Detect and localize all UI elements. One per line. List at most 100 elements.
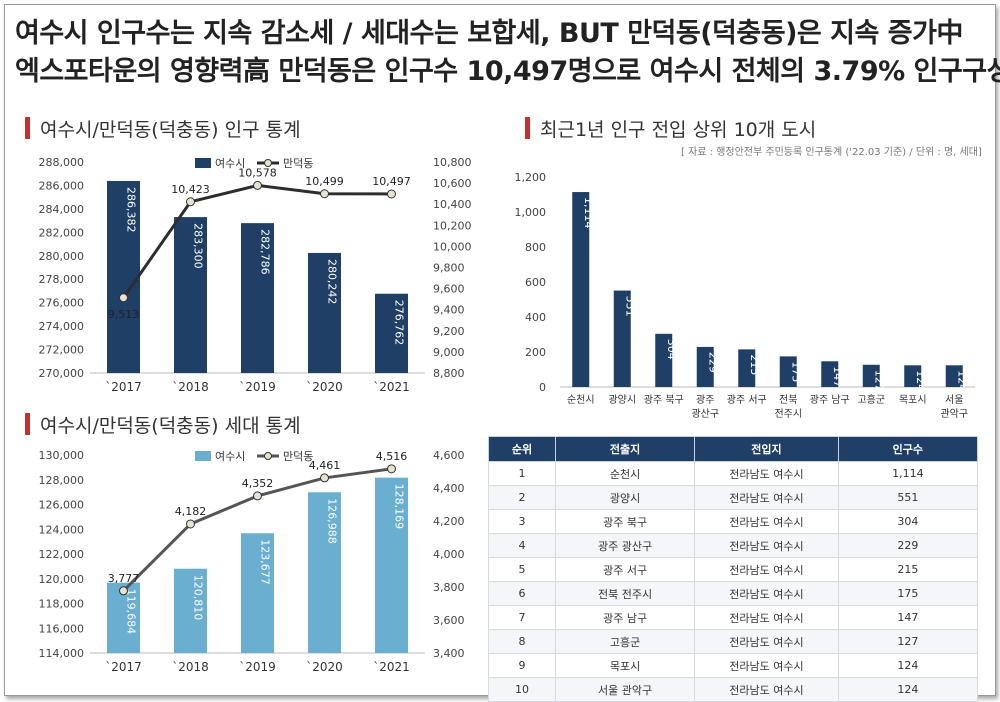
table-cell: 124 <box>837 653 979 678</box>
x-tick-label: 광주 <box>696 394 714 406</box>
column-header: 인구수 <box>837 436 979 462</box>
table-cell: 전라남도 여수시 <box>694 509 839 534</box>
y2-tick-label: 8,800 <box>433 367 465 380</box>
y-tick-label: 118,000 <box>39 598 85 611</box>
bar-value-label: 286,382 <box>125 187 138 233</box>
bar <box>308 492 341 653</box>
y2-tick-label: 9,600 <box>433 283 465 296</box>
legend-bar-label: 여수시 <box>215 157 245 170</box>
bar <box>308 252 341 373</box>
bar-value-label: 551 <box>623 296 636 317</box>
line-value-label: 4,461 <box>309 459 341 472</box>
legend-line-marker <box>264 452 272 460</box>
y-tick-label: 400 <box>525 311 546 324</box>
table-row: 8 고흥군 전라남도 여수시 127 <box>488 629 979 654</box>
y2-tick-label: 9,000 <box>433 346 465 359</box>
table-cell: 3 <box>488 509 556 534</box>
y-tick-label: 276,000 <box>39 297 85 310</box>
section-marker-icon <box>25 413 30 435</box>
x-tick-label: 관악구 <box>940 408 968 420</box>
table-cell: 8 <box>488 629 556 654</box>
line-value-label: 4,182 <box>175 505 207 518</box>
y-tick-label: 0 <box>539 381 546 394</box>
bar <box>613 290 631 387</box>
table-cell: 4 <box>488 533 556 558</box>
line-value-label: 10,499 <box>305 175 344 188</box>
table-row: 3 광주 북구 전라남도 여수시 304 <box>488 509 979 534</box>
bar-value-label: 304 <box>665 339 678 360</box>
y2-tick-label: 10,200 <box>433 219 472 232</box>
bar <box>655 333 673 387</box>
bar-value-label: 120,810 <box>192 575 205 621</box>
table-cell: 전라남도 여수시 <box>694 557 839 582</box>
table-cell: 순천시 <box>554 461 696 486</box>
table-row: 1 순천시 전라남도 여수시 1,114 <box>488 461 979 486</box>
section-marker-icon <box>25 117 30 139</box>
table-cell: 6 <box>488 581 556 606</box>
line-point <box>320 473 329 483</box>
migration-chart: 0 200 400 600 800 1,000 1,200 1,114 순천시 551 광양시 304… <box>515 171 975 420</box>
y-tick-label: 130,000 <box>39 449 85 462</box>
y2-tick-label: 4,200 <box>433 515 465 528</box>
table-cell: 1,114 <box>837 461 979 486</box>
bar <box>107 180 140 373</box>
y-tick-label: 200 <box>525 346 546 359</box>
bar-value-label: 282,786 <box>259 229 272 275</box>
table-cell: 175 <box>837 581 979 606</box>
line-value-label: 4,516 <box>376 450 408 463</box>
bar <box>696 346 714 387</box>
table-cell: 광주 서구 <box>554 557 696 582</box>
population-chart: 270,000 272,000 274,000 276,000 278,000 280,0… <box>39 156 472 394</box>
y-tick-label: 124,000 <box>39 523 85 536</box>
y2-tick-label: 3,400 <box>433 647 465 660</box>
table-cell: 9 <box>488 653 556 678</box>
x-tick-label: 순천시 <box>567 394 595 406</box>
bar <box>779 356 797 387</box>
line-value-label: 3,777 <box>108 572 140 585</box>
y-tick-label: 272,000 <box>39 344 85 357</box>
x-tick-label: `2017 <box>105 380 142 394</box>
table-cell: 목포시 <box>554 653 696 678</box>
y-tick-label: 116,000 <box>39 622 85 635</box>
table-cell: 7 <box>488 605 556 630</box>
line-value-label: 9,513 <box>108 308 140 321</box>
column-header: 순위 <box>488 436 556 462</box>
bar <box>862 364 880 387</box>
table-row: 2 광양시 전라남도 여수시 551 <box>488 485 979 510</box>
table-cell: 서울 관악구 <box>554 677 696 702</box>
table-row: 6 전북 전주시 전라남도 여수시 175 <box>488 581 979 606</box>
y2-tick-label: 9,400 <box>433 304 465 317</box>
y-tick-label: 282,000 <box>39 226 85 239</box>
table-cell: 551 <box>837 485 979 510</box>
line-point <box>253 491 262 501</box>
bar-value-label: 215 <box>748 354 761 375</box>
bar-value-label: 126,988 <box>326 498 339 544</box>
x-tick-label: 광산구 <box>691 408 719 420</box>
y-tick-label: 284,000 <box>39 203 85 216</box>
migration-source-note: [ 자료 : 행정안전부 주민등록 인구통계 ('22.03 기준) / 단위 … <box>681 147 982 158</box>
y-tick-label: 1,000 <box>515 206 547 219</box>
x-tick-label: 광주 서구 <box>727 394 767 406</box>
y2-tick-label: 4,000 <box>433 548 465 561</box>
x-tick-label: `2021 <box>373 660 410 674</box>
bar-value-label: 124 <box>914 370 927 391</box>
bar-value-label: 276,762 <box>393 300 406 346</box>
x-tick-label: 서울 <box>945 394 963 406</box>
table-cell: 1 <box>488 461 556 486</box>
y-tick-label: 274,000 <box>39 320 85 333</box>
y-tick-label: 114,000 <box>39 647 85 660</box>
table-cell: 전라남도 여수시 <box>694 629 839 654</box>
bar <box>375 477 408 653</box>
table-cell: 광주 광산구 <box>554 533 696 558</box>
line-point <box>387 189 396 199</box>
y-tick-label: 126,000 <box>39 499 85 512</box>
table-cell: 전라남도 여수시 <box>694 581 839 606</box>
line-point <box>119 293 128 303</box>
y2-tick-label: 9,200 <box>433 325 465 338</box>
table-row: 5 광주 서구 전라남도 여수시 215 <box>488 557 979 582</box>
bar <box>174 568 207 653</box>
table-cell: 147 <box>837 605 979 630</box>
line-point <box>186 519 195 529</box>
y2-tick-label: 10,400 <box>433 198 472 211</box>
x-tick-label: `2018 <box>172 660 209 674</box>
